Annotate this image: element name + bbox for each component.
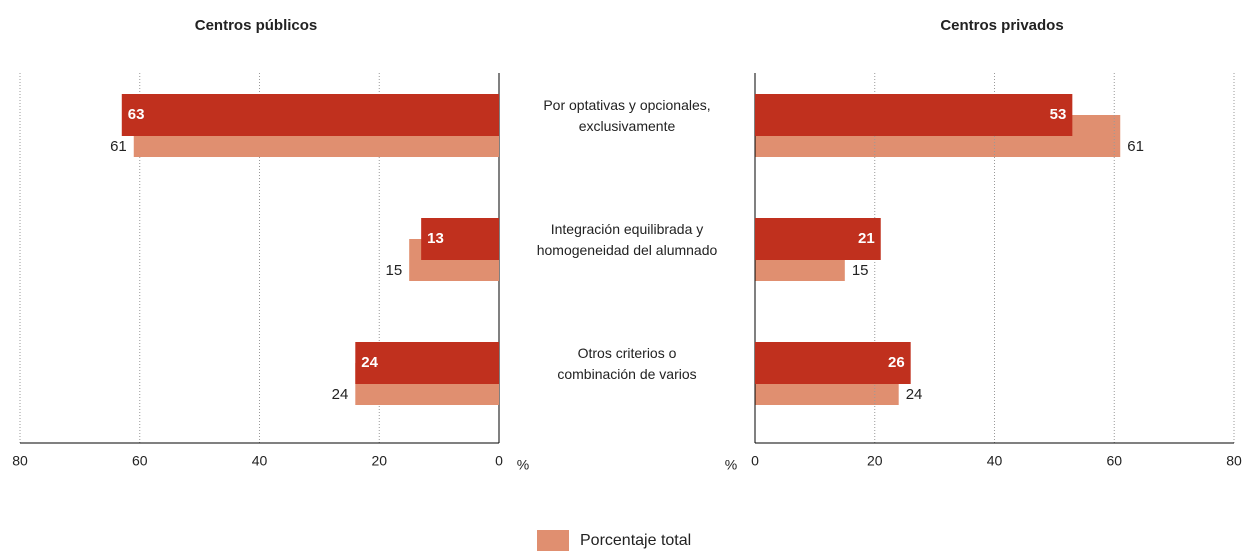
- bar: [755, 94, 1073, 136]
- value-label: 24: [361, 354, 378, 371]
- bar: [755, 218, 881, 260]
- value-label: 61: [110, 138, 127, 155]
- value-label: 61: [1127, 138, 1144, 155]
- x-axis-label: %: [517, 457, 529, 473]
- value-label: 26: [888, 354, 905, 371]
- bar: [121, 94, 499, 136]
- x-tick-label: 60: [132, 453, 148, 469]
- bar: [355, 342, 499, 384]
- x-tick-label: 40: [987, 453, 1003, 469]
- x-tick-label: 80: [1226, 453, 1242, 469]
- x-tick-label: 0: [495, 453, 503, 469]
- bar: [755, 342, 911, 384]
- x-tick-label: 40: [252, 453, 268, 469]
- x-tick-label: 60: [1106, 453, 1122, 469]
- value-label: 63: [128, 106, 145, 123]
- value-label: 24: [332, 386, 349, 403]
- value-label: 53: [1050, 106, 1067, 123]
- legend-label: Porcentaje total: [580, 532, 691, 549]
- value-label: 13: [427, 230, 444, 247]
- legend-swatch: [537, 530, 569, 551]
- x-tick-label: 80: [12, 453, 28, 469]
- category-label: Integración equilibrada y homogeneidad d…: [536, 221, 718, 258]
- value-label: 24: [906, 386, 923, 403]
- x-tick-label: 20: [371, 453, 387, 469]
- x-tick-label: 0: [751, 453, 759, 469]
- value-label: 15: [386, 262, 403, 279]
- x-axis-label: %: [725, 457, 737, 473]
- panel-title: Centros públicos: [195, 17, 318, 34]
- value-label: 21: [858, 230, 875, 247]
- panel-title: Centros privados: [940, 17, 1063, 34]
- category-label: Otros criterios o combinación de varios: [557, 345, 697, 382]
- x-tick-label: 20: [867, 453, 883, 469]
- category-label: Por optativas y opcionales, exclusivamen…: [543, 97, 711, 134]
- value-label: 15: [852, 262, 869, 279]
- bar: [421, 218, 499, 260]
